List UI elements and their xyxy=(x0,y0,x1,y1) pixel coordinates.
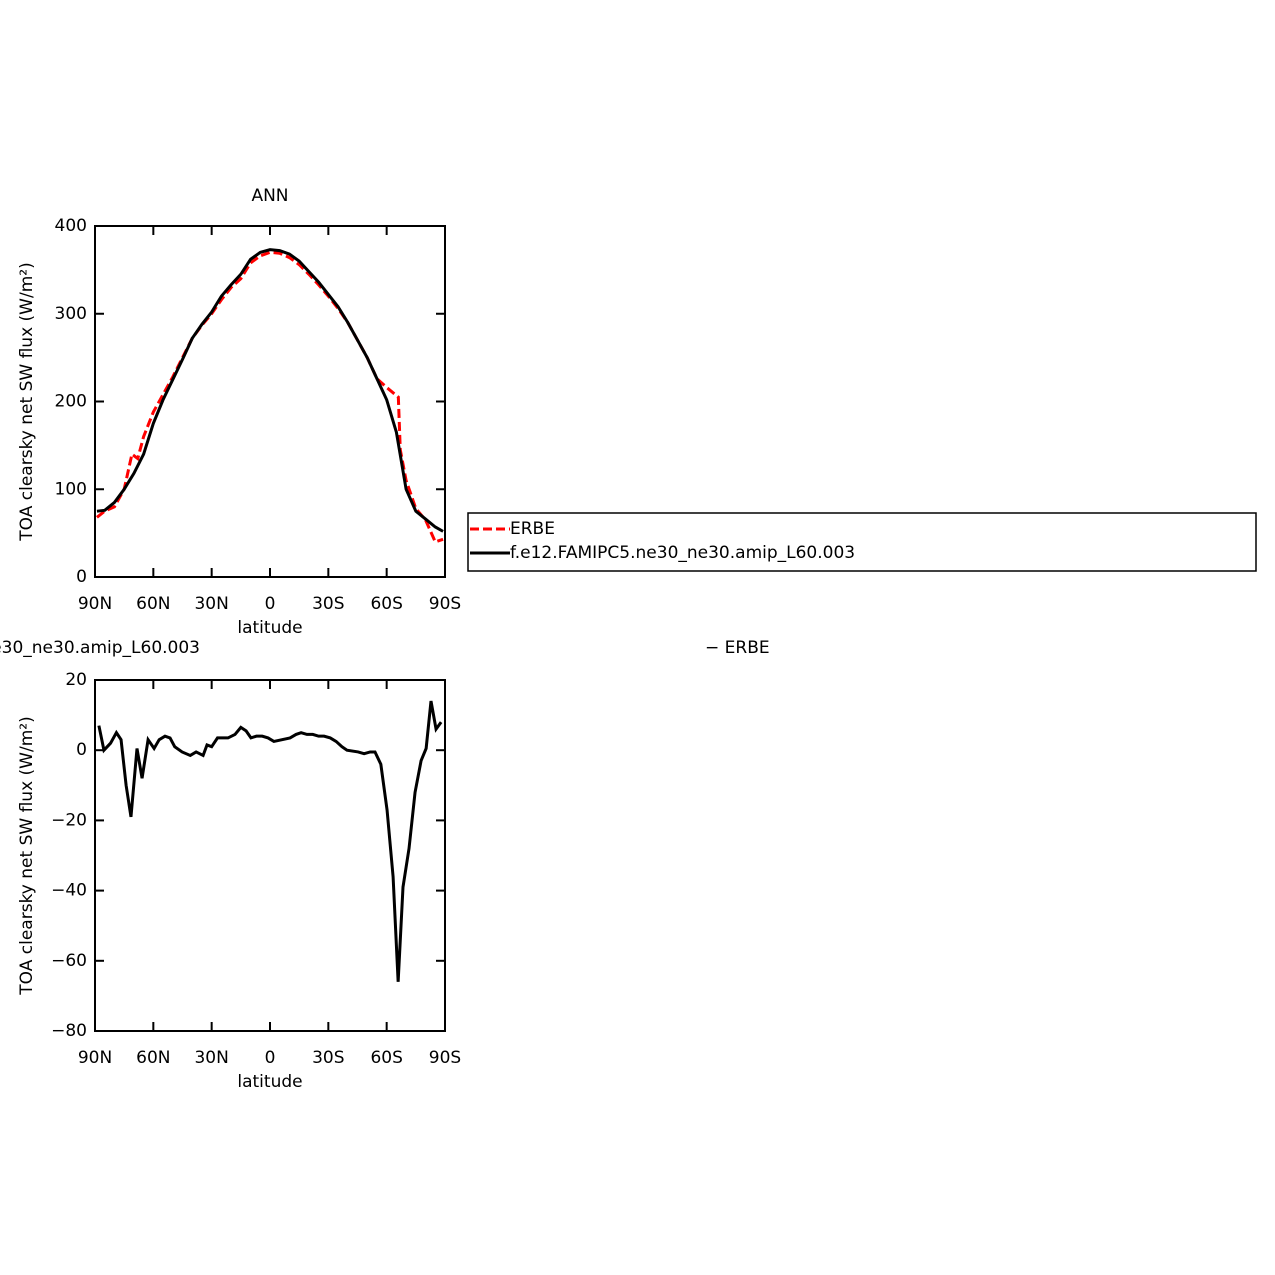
x-tick-label: 30N xyxy=(194,1048,228,1068)
x-tick-label: 30S xyxy=(312,594,344,614)
y-tick-label: −20 xyxy=(51,810,87,830)
x-tick-label: 60N xyxy=(136,1048,170,1068)
y-tick-label: 20 xyxy=(65,670,87,690)
legend-box xyxy=(467,512,1257,572)
series-line xyxy=(96,248,444,533)
y-tick-label: 100 xyxy=(55,479,87,499)
y-tick-label: 0 xyxy=(76,740,87,760)
legend-label: ERBE xyxy=(510,519,555,539)
x-tick-label: 60S xyxy=(370,594,402,614)
series-line xyxy=(96,250,444,544)
chart-title: ANN xyxy=(251,186,288,206)
y-tick-label: −60 xyxy=(51,951,87,971)
x-axis-label: latitude xyxy=(237,1072,302,1092)
y-tick-label: −40 xyxy=(51,881,87,901)
x-tick-label: 60S xyxy=(370,1048,402,1068)
plot-frame xyxy=(94,225,446,578)
y-tick-label: 200 xyxy=(55,392,87,412)
y-tick-label: 300 xyxy=(55,304,87,324)
y-axis-label: TOA clearsky net SW flux (W/m²) xyxy=(17,262,37,541)
y-tick-label: 400 xyxy=(55,216,87,236)
x-axis-label: latitude xyxy=(237,618,302,638)
chart-title: − ERBE xyxy=(705,638,770,658)
y-tick-label: 0 xyxy=(76,567,87,587)
x-tick-label: 0 xyxy=(265,1048,276,1068)
x-tick-label: 30N xyxy=(194,594,228,614)
y-axis-label: TOA clearsky net SW flux (W/m²) xyxy=(17,716,37,995)
y-tick-label: −80 xyxy=(51,1021,87,1041)
x-tick-label: 90N xyxy=(78,594,112,614)
x-tick-label: 30S xyxy=(312,1048,344,1068)
chart-title: f.e12.FAMIPC5.ne30_ne30.amip_L60.003 xyxy=(0,638,200,658)
x-tick-label: 90S xyxy=(429,1048,461,1068)
legend-label: f.e12.FAMIPC5.ne30_ne30.amip_L60.003 xyxy=(510,543,855,563)
x-tick-label: 90N xyxy=(78,1048,112,1068)
x-tick-label: 60N xyxy=(136,594,170,614)
x-tick-label: 0 xyxy=(265,594,276,614)
series-line xyxy=(97,700,443,982)
x-tick-label: 90S xyxy=(429,594,461,614)
